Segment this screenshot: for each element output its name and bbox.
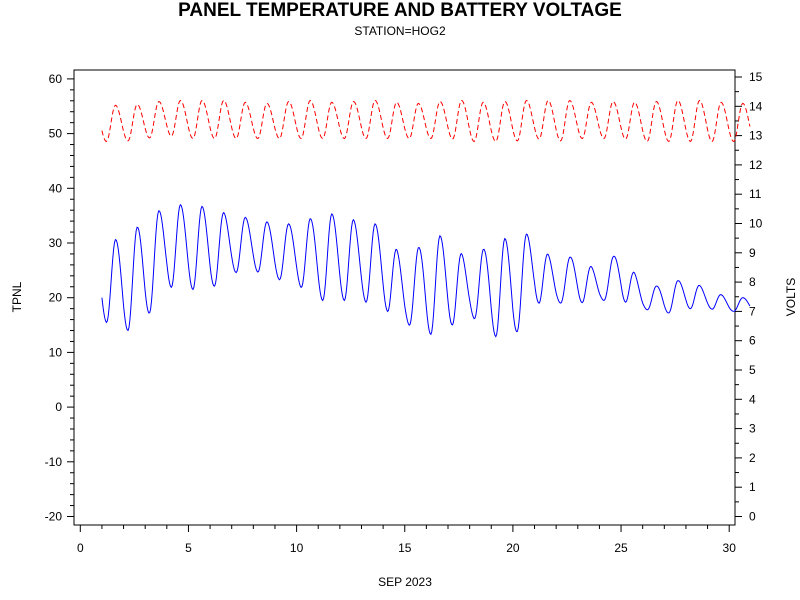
x-tick-label: 25 — [614, 541, 628, 555]
y-right-tick-label: 0 — [749, 510, 756, 524]
y-left-tick-label: -20 — [45, 510, 63, 524]
y-right-tick-label: 9 — [749, 246, 756, 260]
y-left-tick-label: 0 — [55, 400, 62, 414]
series-layer — [101, 99, 751, 338]
chart-subtitle: STATION=HOG2 — [354, 24, 446, 38]
y-right-tick-label: 5 — [749, 363, 756, 377]
x-tick-label: 10 — [290, 541, 304, 555]
y-left-tick-label: -10 — [45, 455, 63, 469]
axis-ticks: 0 5 10 15 20 25 30-20-100102030405060012345678… — [45, 70, 763, 555]
x-tick-label: 0 — [77, 541, 84, 555]
x-tick-label: 20 — [506, 541, 520, 555]
y-left-tick-label: 20 — [49, 291, 63, 305]
y-left-tick-label: 60 — [49, 72, 63, 86]
y-right-tick-label: 6 — [749, 334, 756, 348]
y-right-tick-label: 3 — [749, 422, 756, 436]
plot-frame — [73, 69, 736, 526]
y-right-tick-label: 4 — [749, 392, 756, 406]
x-axis-label: SEP 2023 — [378, 575, 432, 589]
y-left-tick-label: 30 — [49, 236, 63, 250]
x-tick-label: 30 — [723, 541, 737, 555]
y-axis-right-label: VOLTS — [784, 278, 798, 316]
y-right-tick-label: 7 — [749, 304, 756, 318]
y-right-tick-label: 15 — [749, 70, 763, 84]
panel-temperature-line — [101, 203, 751, 338]
y-right-tick-label: 2 — [749, 451, 756, 465]
y-right-tick-label: 12 — [749, 158, 763, 172]
y-right-tick-label: 1 — [749, 480, 756, 494]
x-tick-label: 15 — [398, 541, 412, 555]
x-tick-label: 5 — [185, 541, 192, 555]
y-right-tick-label: 10 — [749, 217, 763, 231]
y-right-tick-label: 11 — [749, 187, 762, 201]
chart-title: PANEL TEMPERATURE AND BATTERY VOLTAGE — [178, 0, 622, 21]
y-right-tick-label: 13 — [749, 129, 763, 143]
y-right-tick-label: 14 — [749, 99, 763, 113]
y-axis-left-label: TPNL — [10, 281, 24, 312]
y-left-tick-label: 40 — [49, 181, 63, 195]
battery-voltage-line — [101, 99, 751, 143]
y-left-tick-label: 50 — [49, 127, 63, 141]
y-right-tick-label: 8 — [749, 275, 756, 289]
y-left-tick-label: 10 — [49, 345, 63, 359]
